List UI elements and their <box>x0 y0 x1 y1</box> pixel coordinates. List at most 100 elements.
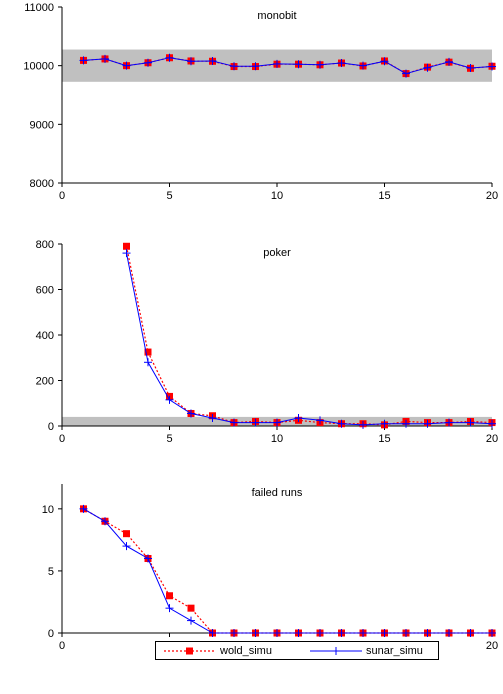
monobit-point-sunar-simu <box>294 60 303 69</box>
failed-runs-point-wold-simu <box>187 604 195 612</box>
legend-swatch-sunar <box>310 647 362 655</box>
monobit-title: monobit <box>257 10 296 22</box>
poker-point-wold-simu <box>144 348 152 356</box>
monobit-point-sunar-simu <box>337 59 346 68</box>
failed-runs-point-sunar-simu <box>466 629 475 637</box>
legend-label-wold: wold_simu <box>220 645 272 657</box>
failed-runs-point-sunar-simu <box>101 517 109 526</box>
poker-x-tick-label: 5 <box>166 433 172 445</box>
legend-item-wold: wold_simu <box>162 644 272 658</box>
monobit-y-tick-label: 9000 <box>30 119 54 131</box>
failed-runs-point-sunar-simu <box>488 629 496 637</box>
legend-item-sunar: sunar_simu <box>308 644 423 658</box>
monobit-y-tick-label: 11000 <box>24 2 54 14</box>
poker-point-sunar-simu <box>251 418 260 427</box>
poker-y-tick-label: 800 <box>36 239 54 251</box>
failed-runs-point-sunar-simu <box>359 629 367 637</box>
poker-point-sunar-simu <box>122 249 131 258</box>
failed-runs-y-tick-label: 0 <box>48 628 54 640</box>
poker-point-sunar-simu <box>208 414 217 423</box>
monobit-y-tick-label: 10000 <box>23 61 54 73</box>
monobit-point-sunar-simu <box>165 53 174 62</box>
chart-monobit: 8000 9000 10000 11000 0 5 10 15 20 monobit <box>23 2 498 202</box>
poker-y-tick-label: 600 <box>36 285 54 297</box>
failed-runs-point-sunar-simu <box>316 629 324 637</box>
poker-point-sunar-simu <box>423 419 432 428</box>
poker-series-wold-simu <box>125 246 493 426</box>
monobit-x-tick-label: 5 <box>166 190 172 202</box>
failed-runs-y-tick-label: 10 <box>42 504 54 516</box>
chart-legend: wold_simu sunar_simu <box>155 641 439 660</box>
poker-point-sunar-simu <box>165 395 174 404</box>
failed-runs-point-sunar-simu <box>423 629 432 637</box>
poker-point-sunar-simu <box>273 418 281 427</box>
failed-runs-point-sunar-simu <box>337 629 346 637</box>
poker-point-sunar-simu <box>466 418 475 427</box>
monobit-point-sunar-simu <box>79 56 88 65</box>
monobit-point-sunar-simu <box>101 54 109 63</box>
failed-runs-point-sunar-simu <box>187 616 195 625</box>
monobit-point-sunar-simu <box>445 57 453 66</box>
poker-title: poker <box>263 247 291 259</box>
legend-label-sunar: sunar_simu <box>366 645 423 657</box>
monobit-point-sunar-simu <box>402 69 410 78</box>
poker-point-sunar-simu <box>230 418 238 427</box>
failed-runs-point-sunar-simu <box>380 629 389 637</box>
monobit-x-tick-label: 15 <box>378 190 390 202</box>
poker-y-tick-label: 200 <box>36 376 54 388</box>
monobit-point-sunar-simu <box>488 62 496 71</box>
failed-runs-point-sunar-simu <box>165 604 174 613</box>
monobit-point-sunar-simu <box>359 61 367 70</box>
poker-point-wold-simu <box>123 242 130 250</box>
poker-point-sunar-simu <box>488 419 496 428</box>
monobit-x-tick-label: 20 <box>486 190 498 202</box>
failed-runs-series-wold-simu <box>83 508 492 634</box>
monobit-point-sunar-simu <box>187 57 195 66</box>
monobit-point-sunar-simu <box>251 62 260 71</box>
monobit-point-sunar-simu <box>380 57 389 66</box>
monobit-point-sunar-simu <box>208 56 217 65</box>
monobit-point-sunar-simu <box>273 59 281 68</box>
poker-x-tick-label: 15 <box>378 433 390 445</box>
poker-point-sunar-simu <box>337 419 346 428</box>
poker-point-sunar-simu <box>187 409 195 418</box>
chart-poker: 0 200 400 600 800 0 5 10 15 20 poker <box>36 239 498 445</box>
monobit-point-sunar-simu <box>316 60 324 69</box>
failed-runs-x-tick-label: 20 <box>486 640 498 652</box>
poker-x-tick-label: 0 <box>59 433 65 445</box>
failed-runs-point-sunar-simu <box>122 542 131 551</box>
poker-point-sunar-simu <box>144 358 152 367</box>
monobit-y-tick-label: 8000 <box>30 178 54 190</box>
poker-point-sunar-simu <box>316 416 324 425</box>
poker-point-sunar-simu <box>294 414 303 423</box>
poker-x-tick-label: 10 <box>271 433 283 445</box>
monobit-x-tick-label: 0 <box>59 190 65 202</box>
chart-failed-runs: 051005101520failed runs <box>42 484 498 652</box>
poker-point-sunar-simu <box>359 420 367 429</box>
poker-series-sunar-simu <box>126 253 493 426</box>
failed-runs-point-sunar-simu <box>273 629 281 637</box>
monobit-x-tick-label: 10 <box>271 190 283 202</box>
failed-runs-point-sunar-simu <box>294 629 303 637</box>
monobit-series-sunar-simu <box>83 57 493 75</box>
failed-runs-point-wold-simu <box>123 530 130 538</box>
failed-runs-point-sunar-simu <box>230 629 238 637</box>
monobit-point-sunar-simu <box>230 62 238 71</box>
failed-runs-point-sunar-simu <box>79 504 88 513</box>
legend-swatch-wold <box>164 647 216 655</box>
monobit-point-sunar-simu <box>423 63 432 72</box>
failed-runs-point-wold-simu <box>166 592 173 600</box>
failed-runs-point-sunar-simu <box>445 629 453 637</box>
failed-runs-title: failed runs <box>252 487 303 499</box>
monobit-point-sunar-simu <box>122 61 131 70</box>
poker-point-sunar-simu <box>402 419 410 428</box>
poker-point-sunar-simu <box>380 419 389 428</box>
poker-point-sunar-simu <box>445 418 453 427</box>
failed-runs-series-sunar-simu <box>83 508 492 634</box>
poker-y-tick-label: 400 <box>36 330 54 342</box>
monobit-point-sunar-simu <box>466 64 475 73</box>
failed-runs-point-sunar-simu <box>144 554 152 563</box>
failed-runs-y-tick-label: 5 <box>48 566 54 578</box>
poker-x-tick-label: 20 <box>486 433 498 445</box>
